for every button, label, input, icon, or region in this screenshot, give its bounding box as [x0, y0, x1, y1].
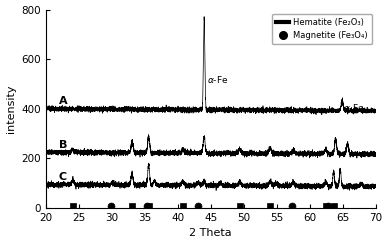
- Text: $\alpha$-Fe: $\alpha$-Fe: [208, 74, 229, 85]
- Text: $\alpha$-Fe: $\alpha$-Fe: [343, 102, 364, 112]
- Text: B: B: [59, 140, 67, 150]
- Legend: Hematite (Fe₂O₃), Magnetite (Fe₃O₄): Hematite (Fe₂O₃), Magnetite (Fe₃O₄): [272, 14, 372, 44]
- Y-axis label: intensity: intensity: [5, 84, 16, 133]
- Text: A: A: [59, 96, 68, 106]
- X-axis label: 2 Theta: 2 Theta: [189, 228, 232, 238]
- Text: C: C: [59, 173, 67, 183]
